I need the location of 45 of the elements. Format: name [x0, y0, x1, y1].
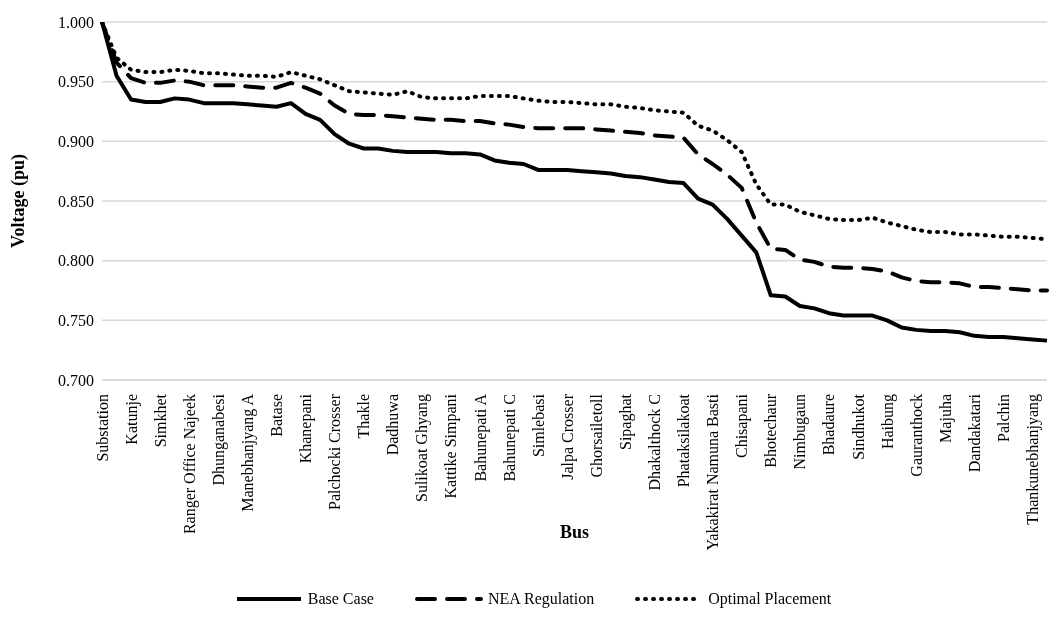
x-tick-label: Bahunepati C: [500, 394, 519, 482]
x-tick-label: Katunje: [122, 394, 141, 445]
x-tick-label: Majuha: [936, 394, 955, 443]
x-tick-label: Simkhet: [151, 393, 169, 448]
legend-label: Optimal Placement: [708, 590, 832, 608]
x-tick-label: Jalpa Crosser: [558, 393, 577, 480]
y-tick-label: 0.900: [58, 133, 94, 151]
x-tick-label: Dhunganabesi: [209, 393, 228, 486]
x-tick-label: Sindhukot: [849, 393, 867, 460]
x-tick-label: Sulikoat Ghyang: [413, 394, 432, 502]
x-tick-label: Thakle: [355, 394, 373, 439]
x-tick-label: Bhadaure: [820, 394, 838, 456]
y-tick-label: 1.000: [58, 13, 94, 31]
x-tick-label: Yakakirat Namuna Basti: [704, 393, 722, 551]
x-tick-label: Palchin: [994, 394, 1012, 442]
y-axis-title: Voltage (pu): [8, 154, 30, 248]
x-tick-label: Chisapani: [733, 393, 752, 458]
x-tick-label: Thankunebhanjyang: [1023, 394, 1042, 525]
legend-label: NEA Regulation: [487, 590, 595, 608]
x-tick-label: Dandakatari: [965, 393, 983, 473]
x-tick-label: Batase: [267, 394, 285, 437]
x-tick-label: Phataksilakoat: [675, 393, 693, 488]
x-tick-label: Palchocki Crosser: [326, 393, 344, 510]
x-tick-label: Substation: [93, 394, 111, 462]
x-tick-label: Manebhanjyang A: [238, 393, 257, 512]
x-tick-label: Ghorsailetoll: [587, 393, 605, 478]
x-tick-label: Gauranthock: [907, 394, 925, 477]
legend-label: Base Case: [307, 590, 374, 608]
x-tick-label: Bahunepati A: [471, 393, 490, 482]
y-tick-label: 0.950: [58, 73, 94, 91]
x-tick-label: Dadhuwa: [384, 394, 402, 456]
x-tick-label: Ranger Office Najeek: [180, 394, 199, 535]
y-tick-label: 0.850: [58, 192, 94, 210]
y-tick-label: 0.750: [58, 312, 94, 330]
x-tick-label: Kattike Simpani: [442, 393, 461, 499]
y-tick-label: 0.800: [58, 252, 94, 270]
x-tick-label: Simlebasi: [529, 393, 547, 458]
x-tick-label: Khanepani: [297, 393, 316, 464]
y-tick-label: 0.700: [58, 371, 94, 389]
x-tick-label: Bhotechaur: [762, 393, 780, 468]
x-tick-label: Dhakalthock C: [645, 394, 663, 491]
x-tick-label: Sipaghat: [616, 393, 635, 450]
x-tick-label: Nimbugaun: [791, 394, 810, 470]
x-axis-title: Bus: [559, 522, 590, 542]
x-tick-label: Haibung: [878, 394, 897, 450]
